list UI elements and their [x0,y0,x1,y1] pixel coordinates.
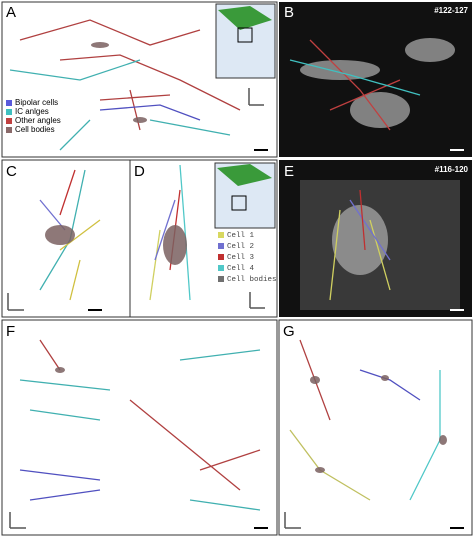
panel-b [279,2,472,157]
sample-id: #116-120 [435,165,469,174]
inset-box [237,27,253,43]
legend-swatches-a [6,100,12,133]
panel-label: F [6,323,15,340]
legend-label: Other angles [15,116,61,125]
panel-g [278,319,473,536]
legend-label: Cell 1 [227,232,255,240]
panel-label: C [6,163,17,180]
cell-bodies [45,42,447,473]
legend-label: Cell bodies [227,276,277,284]
panel-label: E [284,163,294,180]
panel-f [1,319,278,536]
panel-label: B [284,4,294,21]
neuron-traces [9,19,441,511]
legend-label: IC anlges [15,107,49,116]
scale-bars [88,149,464,529]
panel-label: D [134,163,145,180]
inset-box [231,195,247,211]
inset-region [217,164,272,186]
legend-label: Cell 3 [227,254,255,262]
sample-id: #122-127 [434,6,468,15]
legend-swatches-d [218,232,224,282]
legend-label: Cell 2 [227,243,254,251]
legend-label: Cell bodies [15,125,55,134]
orientation-axes [7,88,301,529]
panel-label: G [283,323,295,340]
panel-label: A [6,4,16,21]
inset-region [218,6,272,30]
legend-label: Cell 4 [227,265,255,273]
legend-label: Bipolar cells [15,98,58,107]
